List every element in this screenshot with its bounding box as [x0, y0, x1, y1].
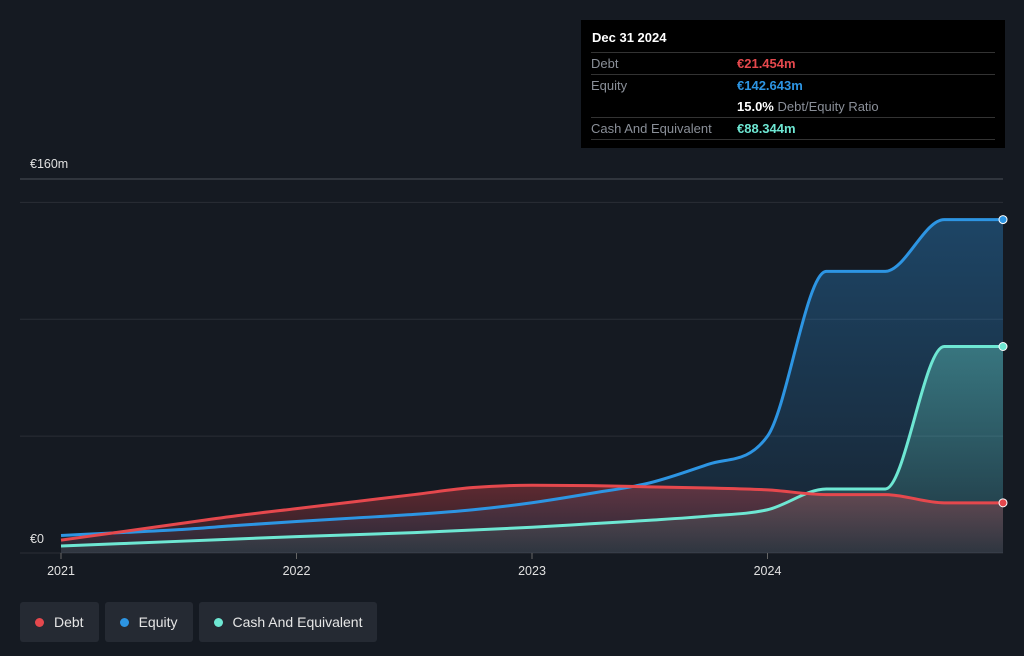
- tooltip-debt-row: Debt €21.454m: [591, 53, 995, 75]
- debt-dot-icon: [35, 617, 44, 627]
- tooltip-date: Dec 31 2024: [591, 30, 995, 53]
- equity-line: [60, 218, 1003, 537]
- tooltip-equity-label: Equity: [591, 78, 628, 93]
- tooltip-ratio-value: 15.0%: [737, 99, 774, 114]
- cash-and-equivalent-line: [60, 344, 1003, 548]
- tooltip-debt-label: Debt: [591, 56, 619, 71]
- legend-label: Debt: [54, 614, 84, 630]
- tooltip-equity-row: Equity €142.643m: [591, 75, 995, 96]
- x-tick-label: 2024: [754, 564, 782, 578]
- y-tick-label-max: €160m: [30, 157, 68, 171]
- legend-label: Cash And Equivalent: [232, 614, 363, 630]
- tooltip-cash-row: Cash And Equivalent €88.344m: [591, 118, 995, 140]
- equity-end-point: [998, 215, 1008, 225]
- tooltip-ratio-row: 15.0% Debt/Equity Ratio: [591, 96, 995, 118]
- debt-line: [60, 483, 1003, 542]
- tooltip-ratio-spacer: [591, 96, 737, 117]
- equity-area: [61, 219, 1003, 553]
- legend-item-equity[interactable]: Equity: [104, 602, 193, 642]
- debt-end-point: [998, 498, 1008, 508]
- legend: Debt Equity Cash And Equivalent: [20, 602, 378, 642]
- equity-dot-icon: [119, 617, 129, 627]
- cash-dot-icon: [213, 617, 223, 627]
- debt-equity-chart: €160m €0 2021 2022 2023 2024: [20, 157, 1008, 578]
- legend-item-cash[interactable]: Cash And Equivalent: [198, 602, 378, 642]
- y-tick-label-zero: €0: [30, 532, 44, 546]
- tooltip-cash-value: €88.344m: [737, 121, 796, 136]
- tooltip-cash-label: Cash And Equivalent: [591, 121, 712, 136]
- cash-and-equivalent-end-point: [998, 341, 1008, 351]
- x-tick-label: 2021: [47, 564, 75, 578]
- tooltip-ratio-label: Debt/Equity Ratio: [777, 99, 879, 114]
- tooltip: Dec 31 2024 Debt €21.454m Equity €142.64…: [581, 20, 1005, 148]
- x-tick-label: 2023: [518, 564, 546, 578]
- tooltip-equity-value: €142.643m: [737, 78, 803, 93]
- x-tick-label: 2022: [283, 564, 311, 578]
- legend-label: Equity: [138, 614, 178, 630]
- tooltip-debt-value: €21.454m: [737, 56, 796, 71]
- legend-item-debt[interactable]: Debt: [20, 602, 99, 642]
